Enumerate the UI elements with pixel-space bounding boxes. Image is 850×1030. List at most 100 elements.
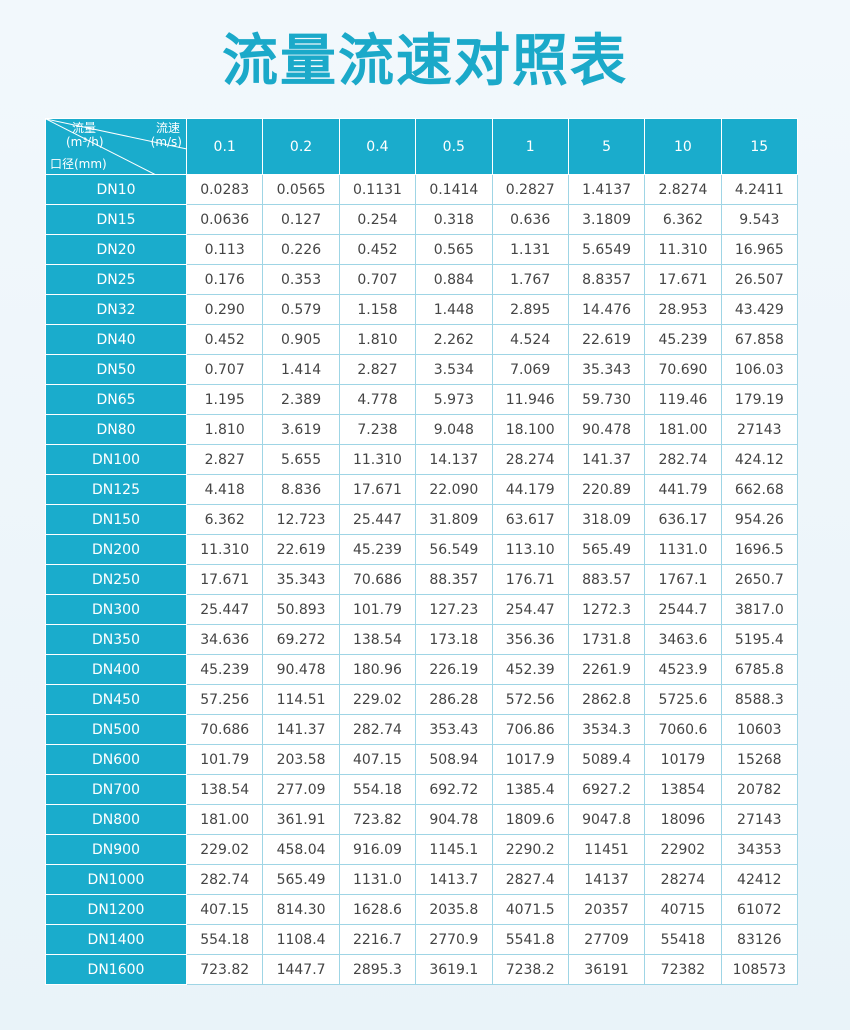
- row-label: DN300: [45, 594, 187, 625]
- row-label: DN1600: [45, 954, 187, 985]
- cell: 22.619: [567, 324, 646, 355]
- cell: 43.429: [720, 294, 799, 325]
- cell: 7.238: [338, 414, 417, 445]
- flow-table: 流量 (m³/h) 流速 (m/s) 口径(mm) 0.1 0.2 0.4 0.5 1 5…: [45, 118, 799, 985]
- cell: 59.730: [567, 384, 646, 415]
- cell: 1.195: [185, 384, 264, 415]
- cell: 141.37: [567, 444, 646, 475]
- cell: 113.10: [491, 534, 569, 565]
- cell: 127.23: [415, 594, 493, 625]
- cell: 180.96: [338, 654, 417, 685]
- cell: 179.19: [720, 384, 799, 415]
- cell: 18096: [644, 804, 722, 835]
- table-row: DN150 6.362 12.723 25.447 31.809 63.617 318.09…: [45, 504, 799, 535]
- table-row: DN500 70.686 141.37 282.74 353.43 706.86 3534.…: [45, 714, 799, 745]
- row-label: DN80: [45, 414, 187, 445]
- table-row: DN50 0.707 1.414 2.827 3.534 7.069 35.343 70.69…: [45, 354, 799, 385]
- cell: 2216.7: [338, 924, 417, 955]
- table-row: DN100 2.827 5.655 11.310 14.137 28.274 141.37 2…: [45, 444, 799, 475]
- cell: 181.00: [185, 804, 264, 835]
- cell: 90.478: [567, 414, 646, 445]
- cell: 1017.9: [491, 744, 569, 775]
- cell: 25.447: [338, 504, 417, 535]
- cell: 2544.7: [644, 594, 722, 625]
- cell: 286.28: [415, 684, 493, 715]
- cell: 108573: [720, 954, 799, 985]
- cell: 2650.7: [720, 564, 799, 595]
- table-row: DN350 34.636 69.272 138.54 173.18 356.36 1731.…: [45, 624, 799, 655]
- cell: 1.158: [338, 294, 417, 325]
- cell: 1108.4: [262, 924, 340, 955]
- column-header: 0.2: [262, 118, 340, 175]
- cell: 3463.6: [644, 624, 722, 655]
- cell: 353.43: [415, 714, 493, 745]
- cell: 70.690: [644, 354, 722, 385]
- cell: 2770.9: [415, 924, 493, 955]
- cell: 0.176: [185, 264, 264, 295]
- cell: 1.131: [491, 234, 569, 265]
- cell: 282.74: [338, 714, 417, 745]
- cell: 1145.1: [415, 834, 493, 865]
- cell: 88.357: [415, 564, 493, 595]
- column-header: 5: [567, 118, 646, 175]
- cell: 70.686: [338, 564, 417, 595]
- table-row: DN125 4.418 8.836 17.671 22.090 44.179 220.89 4…: [45, 474, 799, 505]
- row-label: DN32: [45, 294, 187, 325]
- cell: 5089.4: [567, 744, 646, 775]
- cell: 27143: [720, 804, 799, 835]
- row-label: DN15: [45, 204, 187, 235]
- column-header: 0.5: [415, 118, 493, 175]
- table-row: DN700 138.54 277.09 554.18 692.72 1385.4 6927.…: [45, 774, 799, 805]
- row-label: DN400: [45, 654, 187, 685]
- cell: 2862.8: [567, 684, 646, 715]
- cell: 0.2827: [491, 174, 569, 205]
- cell: 1413.7: [415, 864, 493, 895]
- cell: 0.707: [338, 264, 417, 295]
- corner-cell: 流量 (m³/h) 流速 (m/s) 口径(mm): [45, 118, 187, 175]
- cell: 361.91: [262, 804, 340, 835]
- cell: 176.71: [491, 564, 569, 595]
- cell: 90.478: [262, 654, 340, 685]
- cell: 407.15: [185, 894, 264, 925]
- cell: 106.03: [720, 354, 799, 385]
- cell: 2.895: [491, 294, 569, 325]
- cell: 5541.8: [491, 924, 569, 955]
- table-row: DN20 0.113 0.226 0.452 0.565 1.131 5.6549 11.31…: [45, 234, 799, 265]
- cell: 17.671: [185, 564, 264, 595]
- cell: 0.318: [415, 204, 493, 235]
- cell: 6927.2: [567, 774, 646, 805]
- cell: 50.893: [262, 594, 340, 625]
- row-label: DN10: [45, 174, 187, 205]
- header-row: 流量 (m³/h) 流速 (m/s) 口径(mm) 0.1 0.2 0.4 0.5 1 5…: [45, 118, 799, 175]
- cell: 277.09: [262, 774, 340, 805]
- row-label: DN100: [45, 444, 187, 475]
- cell: 69.272: [262, 624, 340, 655]
- cell: 3817.0: [720, 594, 799, 625]
- cell: 723.82: [185, 954, 264, 985]
- cell: 72382: [644, 954, 722, 985]
- table-row: DN1000 282.74 565.49 1131.0 1413.7 2827.4 1413…: [45, 864, 799, 895]
- cell: 1131.0: [338, 864, 417, 895]
- cell: 1272.3: [567, 594, 646, 625]
- cell: 226.19: [415, 654, 493, 685]
- cell: 318.09: [567, 504, 646, 535]
- cell: 63.617: [491, 504, 569, 535]
- row-label: DN50: [45, 354, 187, 385]
- table-row: DN32 0.290 0.579 1.158 1.448 2.895 14.476 28.95…: [45, 294, 799, 325]
- row-label: DN1000: [45, 864, 187, 895]
- row-label: DN1200: [45, 894, 187, 925]
- cell: 554.18: [338, 774, 417, 805]
- cell: 1385.4: [491, 774, 569, 805]
- cell: 6.362: [644, 204, 722, 235]
- cell: 36191: [567, 954, 646, 985]
- cell: 3.619: [262, 414, 340, 445]
- cell: 14.476: [567, 294, 646, 325]
- cell: 45.239: [185, 654, 264, 685]
- table-row: DN250 17.671 35.343 70.686 88.357 176.71 883.5…: [45, 564, 799, 595]
- cell: 22.619: [262, 534, 340, 565]
- cell: 883.57: [567, 564, 646, 595]
- cell: 2035.8: [415, 894, 493, 925]
- cell: 1696.5: [720, 534, 799, 565]
- row-label: DN40: [45, 324, 187, 355]
- column-header: 0.1: [185, 118, 264, 175]
